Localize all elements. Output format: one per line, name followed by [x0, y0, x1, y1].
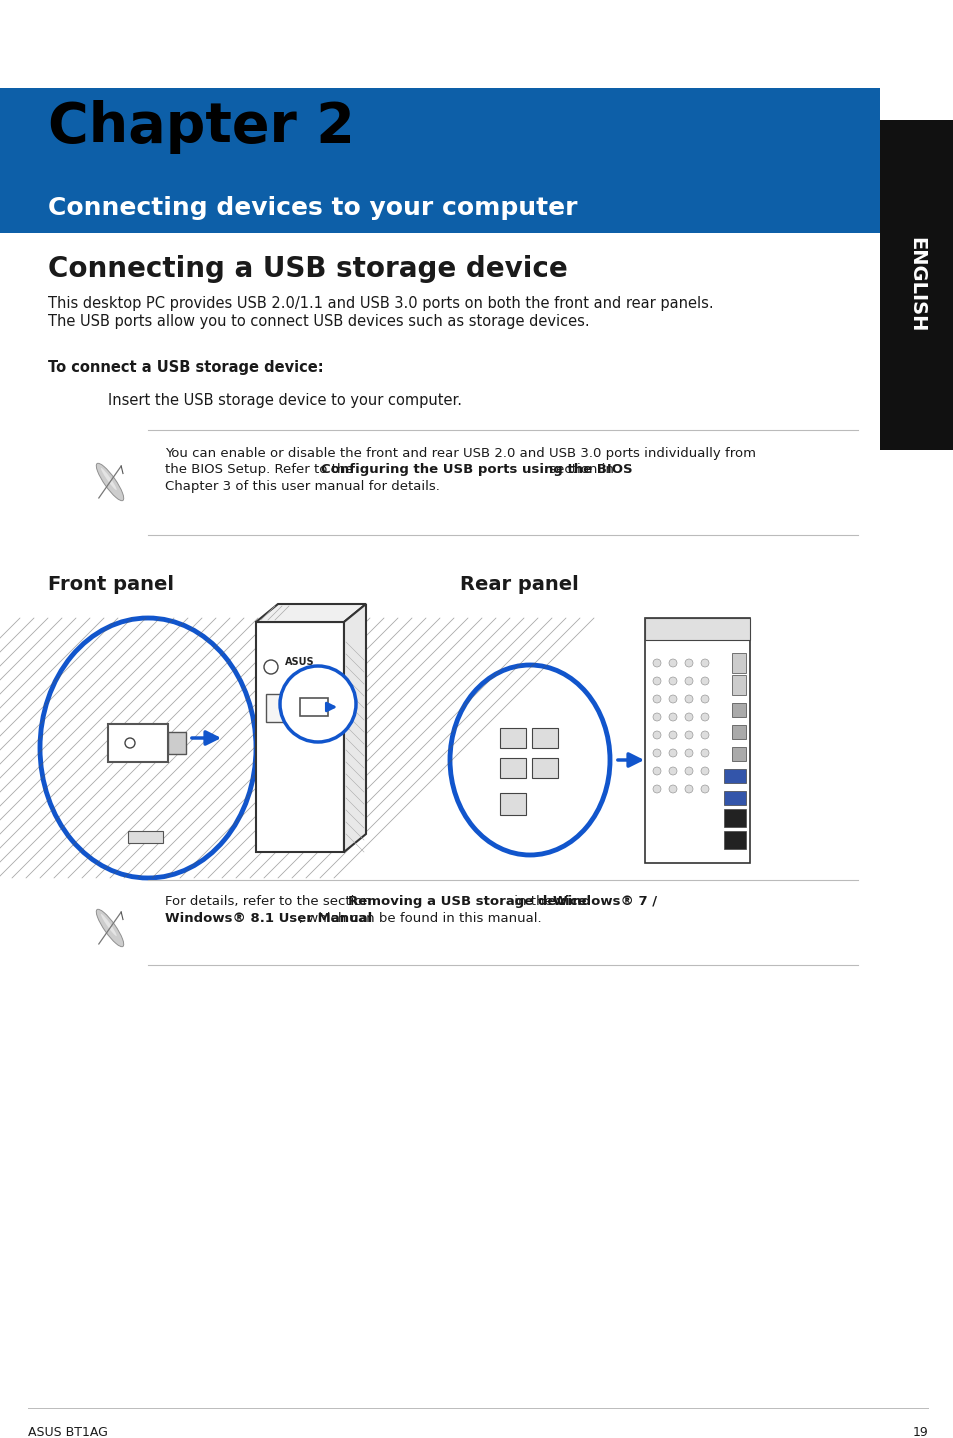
- Circle shape: [684, 766, 692, 775]
- Bar: [731, 746, 745, 761]
- Bar: [315, 692, 326, 697]
- Bar: [168, 732, 186, 754]
- Circle shape: [652, 766, 660, 775]
- Bar: [266, 695, 311, 722]
- Circle shape: [652, 677, 660, 684]
- Ellipse shape: [450, 664, 609, 856]
- Text: section in: section in: [544, 463, 613, 476]
- Circle shape: [700, 713, 708, 720]
- Circle shape: [700, 659, 708, 667]
- Text: Configuring the USB ports using the BIOS: Configuring the USB ports using the BIOS: [320, 463, 632, 476]
- Ellipse shape: [96, 463, 124, 500]
- Text: Chapter 3 of this user manual for details.: Chapter 3 of this user manual for detail…: [165, 480, 439, 493]
- Bar: [723, 831, 745, 848]
- Circle shape: [280, 666, 355, 742]
- Text: To connect a USB storage device:: To connect a USB storage device:: [48, 360, 323, 375]
- Circle shape: [700, 731, 708, 739]
- Circle shape: [684, 713, 692, 720]
- Circle shape: [684, 677, 692, 684]
- Text: ENGLISH: ENGLISH: [906, 237, 925, 332]
- Bar: [723, 810, 745, 827]
- Circle shape: [700, 749, 708, 756]
- Circle shape: [668, 785, 677, 792]
- Circle shape: [684, 749, 692, 756]
- Text: Front panel: Front panel: [48, 575, 173, 594]
- Bar: [532, 728, 558, 748]
- Text: Chapter 2: Chapter 2: [48, 101, 355, 154]
- Text: Insert the USB storage device to your computer.: Insert the USB storage device to your co…: [108, 393, 461, 408]
- Circle shape: [668, 677, 677, 684]
- Ellipse shape: [101, 915, 116, 936]
- Bar: [723, 791, 745, 805]
- Circle shape: [684, 731, 692, 739]
- Ellipse shape: [40, 618, 255, 879]
- Circle shape: [700, 785, 708, 792]
- Circle shape: [652, 749, 660, 756]
- Text: ASUS: ASUS: [285, 657, 314, 667]
- Text: the BIOS Setup. Refer to the: the BIOS Setup. Refer to the: [165, 463, 357, 476]
- Text: For details, refer to the section: For details, refer to the section: [165, 894, 375, 907]
- Text: Rear panel: Rear panel: [459, 575, 578, 594]
- Circle shape: [668, 659, 677, 667]
- Text: This desktop PC provides USB 2.0/1.1 and USB 3.0 ports on both the front and rea: This desktop PC provides USB 2.0/1.1 and…: [48, 296, 713, 311]
- Text: Removing a USB storage device: Removing a USB storage device: [348, 894, 586, 907]
- Ellipse shape: [96, 909, 124, 946]
- Circle shape: [652, 713, 660, 720]
- Bar: [644, 618, 749, 863]
- Bar: [731, 725, 745, 739]
- Bar: [532, 758, 558, 778]
- Text: Connecting devices to your computer: Connecting devices to your computer: [48, 196, 577, 220]
- Text: Connecting a USB storage device: Connecting a USB storage device: [48, 255, 567, 283]
- Ellipse shape: [101, 467, 116, 490]
- Circle shape: [668, 731, 677, 739]
- Circle shape: [684, 695, 692, 703]
- Bar: [299, 697, 328, 716]
- Bar: [499, 728, 525, 748]
- Circle shape: [264, 660, 277, 674]
- Bar: [499, 792, 525, 815]
- Bar: [731, 703, 745, 718]
- Circle shape: [700, 695, 708, 703]
- Bar: [255, 623, 344, 851]
- Circle shape: [668, 766, 677, 775]
- Circle shape: [700, 766, 708, 775]
- Bar: [0, 88, 879, 233]
- Circle shape: [684, 659, 692, 667]
- Circle shape: [125, 738, 135, 748]
- Bar: [731, 674, 745, 695]
- Bar: [731, 653, 745, 673]
- Text: Windows® 8.1 User Manual: Windows® 8.1 User Manual: [165, 912, 372, 925]
- Bar: [644, 618, 749, 640]
- Polygon shape: [344, 604, 366, 851]
- Text: , which can be found in this manual.: , which can be found in this manual.: [299, 912, 541, 925]
- Text: in the: in the: [510, 894, 557, 907]
- Circle shape: [652, 731, 660, 739]
- Bar: [128, 831, 163, 843]
- Circle shape: [668, 713, 677, 720]
- Text: The USB ports allow you to connect USB devices such as storage devices.: The USB ports allow you to connect USB d…: [48, 313, 589, 329]
- Circle shape: [700, 677, 708, 684]
- Circle shape: [684, 785, 692, 792]
- Circle shape: [668, 695, 677, 703]
- Circle shape: [652, 659, 660, 667]
- Bar: [499, 758, 525, 778]
- Text: You can enable or disable the front and rear USB 2.0 and USB 3.0 ports individua: You can enable or disable the front and …: [165, 447, 755, 460]
- Bar: [315, 709, 326, 715]
- Bar: [879, 119, 953, 450]
- Circle shape: [652, 695, 660, 703]
- Text: ASUS BT1AG: ASUS BT1AG: [28, 1426, 108, 1438]
- Circle shape: [668, 749, 677, 756]
- Bar: [723, 769, 745, 784]
- Circle shape: [652, 785, 660, 792]
- Bar: [108, 723, 168, 762]
- Text: Windows® 7 /: Windows® 7 /: [553, 894, 657, 907]
- Polygon shape: [255, 604, 366, 623]
- Text: 19: 19: [911, 1426, 927, 1438]
